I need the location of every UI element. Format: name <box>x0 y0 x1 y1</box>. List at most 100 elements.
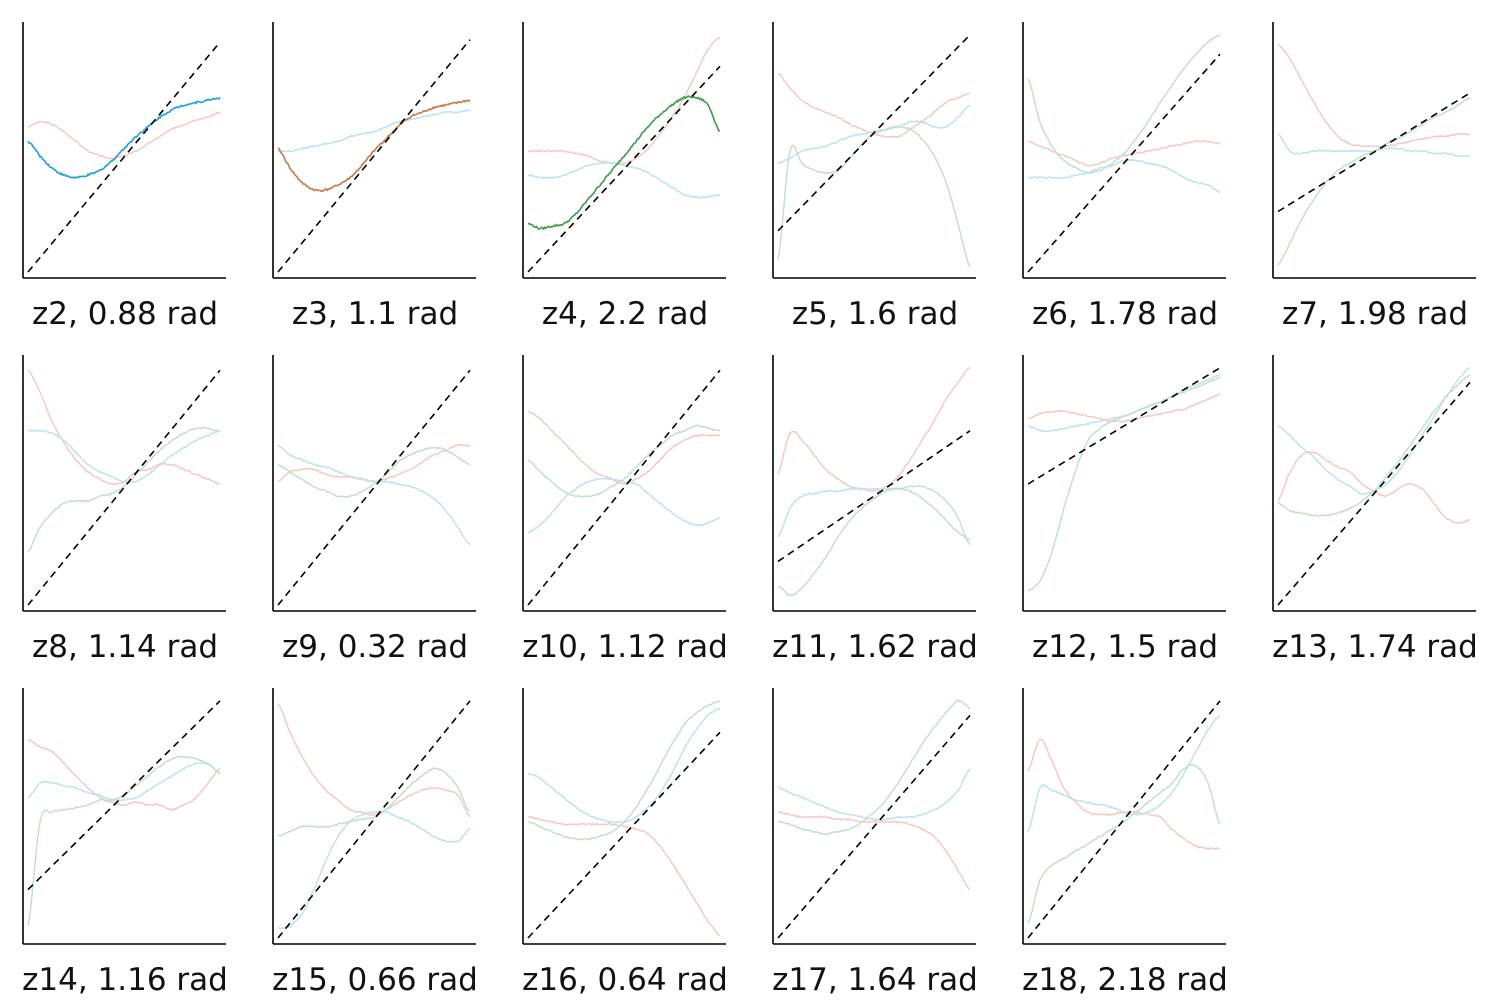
series-line <box>27 739 221 812</box>
series-line <box>277 444 471 546</box>
chart-plot <box>772 355 976 612</box>
series-line <box>527 707 721 824</box>
series-line <box>1027 139 1220 168</box>
chart-plot <box>522 22 726 279</box>
reference-line <box>27 369 221 606</box>
series-line <box>1277 97 1471 266</box>
reference-line <box>1277 381 1471 606</box>
chart-plot <box>1022 688 1226 945</box>
series-line <box>27 761 221 802</box>
reference-line <box>777 430 971 563</box>
chart-panel: z18, 2.18 rad <box>1000 666 1250 999</box>
series-line-highlight <box>277 99 471 193</box>
chart-plot <box>522 688 726 945</box>
reference-line <box>277 369 471 606</box>
panel-label: z10, 1.12 rad <box>522 629 728 665</box>
reference-line <box>777 34 971 232</box>
series-line <box>27 369 221 486</box>
panel-label: z9, 0.32 rad <box>282 629 468 665</box>
chart-plot <box>272 355 476 612</box>
chart-panel: z17, 1.64 rad <box>750 666 1000 999</box>
reference-line <box>527 65 721 273</box>
series-line <box>1277 450 1471 524</box>
chart-plot <box>1022 22 1226 279</box>
chart-panel: z3, 1.1 rad <box>250 0 500 333</box>
series-line-highlight <box>27 96 221 180</box>
series-line <box>277 443 471 483</box>
chart-plot <box>22 355 226 612</box>
reference-line <box>527 369 721 606</box>
series-line <box>277 446 471 498</box>
chart-panel: z2, 0.88 rad <box>0 0 250 333</box>
chart-panel: z13, 1.74 rad <box>1250 333 1500 666</box>
reference-line <box>1027 367 1221 485</box>
chart-panel: z6, 1.78 rad <box>1000 0 1250 333</box>
series-line <box>527 161 721 199</box>
chart-plot <box>1272 355 1476 612</box>
reference-line <box>1027 53 1221 273</box>
series-line <box>527 424 721 498</box>
chart-plot <box>272 688 476 945</box>
series-line <box>527 815 721 937</box>
chart-panel: z7, 1.98 rad <box>1250 0 1500 333</box>
reference-line <box>777 714 971 939</box>
series-line <box>1277 374 1471 518</box>
chart-panel: z11, 1.62 rad <box>750 333 1000 666</box>
panel-label: z6, 1.78 rad <box>1032 296 1218 332</box>
chart-plot <box>522 355 726 612</box>
series-line <box>527 477 721 534</box>
chart-plot <box>772 688 976 945</box>
panel-label: z15, 0.66 rad <box>272 962 478 998</box>
reference-line <box>27 700 221 891</box>
chart-plot <box>22 688 226 945</box>
series-line <box>27 111 221 160</box>
panel-label: z8, 1.14 rad <box>32 629 218 665</box>
chart-panel: z9, 0.32 rad <box>250 333 500 666</box>
panel-label: z3, 1.1 rad <box>291 296 459 332</box>
chart-panel: z10, 1.12 rad <box>500 333 750 666</box>
series-line <box>277 767 471 837</box>
series-line <box>1027 34 1221 175</box>
panel-label: z2, 0.88 rad <box>32 296 218 332</box>
series-line <box>527 36 721 166</box>
panel-label: z16, 0.64 rad <box>522 962 728 998</box>
chart-plot <box>1022 355 1226 612</box>
series-line <box>1027 376 1221 592</box>
series-line <box>777 487 971 597</box>
chart-plot <box>1272 22 1476 279</box>
series-line <box>27 429 220 484</box>
chart-panel: z12, 1.5 rad <box>1000 333 1250 666</box>
series-line <box>1027 374 1221 433</box>
series-line <box>277 703 471 818</box>
series-line <box>1277 366 1471 496</box>
chart-plot <box>22 22 226 279</box>
panel-label: z5, 1.6 rad <box>791 296 959 332</box>
panel-label: z18, 2.18 rad <box>1022 962 1228 998</box>
series-line <box>777 699 971 836</box>
reference-line <box>527 731 721 939</box>
reference-line <box>277 700 471 939</box>
reference-line <box>27 41 221 273</box>
chart-panel: z14, 1.16 rad <box>0 666 250 999</box>
panel-label: z4, 2.2 rad <box>541 296 709 332</box>
series-line-highlight <box>527 94 721 231</box>
panel-label: z17, 1.64 rad <box>772 962 978 998</box>
panel-label: z13, 1.74 rad <box>1272 629 1478 665</box>
chart-panel: z16, 0.64 rad <box>500 666 750 999</box>
series-line <box>27 426 221 553</box>
series-line <box>1027 158 1220 193</box>
series-line <box>1027 393 1221 423</box>
series-line <box>27 755 221 926</box>
series-line <box>777 125 971 268</box>
series-line <box>277 109 471 153</box>
panel-label: z11, 1.62 rad <box>772 629 978 665</box>
chart-plot <box>272 22 476 279</box>
series-line <box>777 104 971 164</box>
series-line <box>1027 763 1221 924</box>
panel-label: z14, 1.16 rad <box>22 962 228 998</box>
chart-panel: z15, 0.66 rad <box>250 666 500 999</box>
reference-line <box>1277 92 1471 213</box>
series-line <box>777 484 971 546</box>
series-line <box>277 810 471 930</box>
